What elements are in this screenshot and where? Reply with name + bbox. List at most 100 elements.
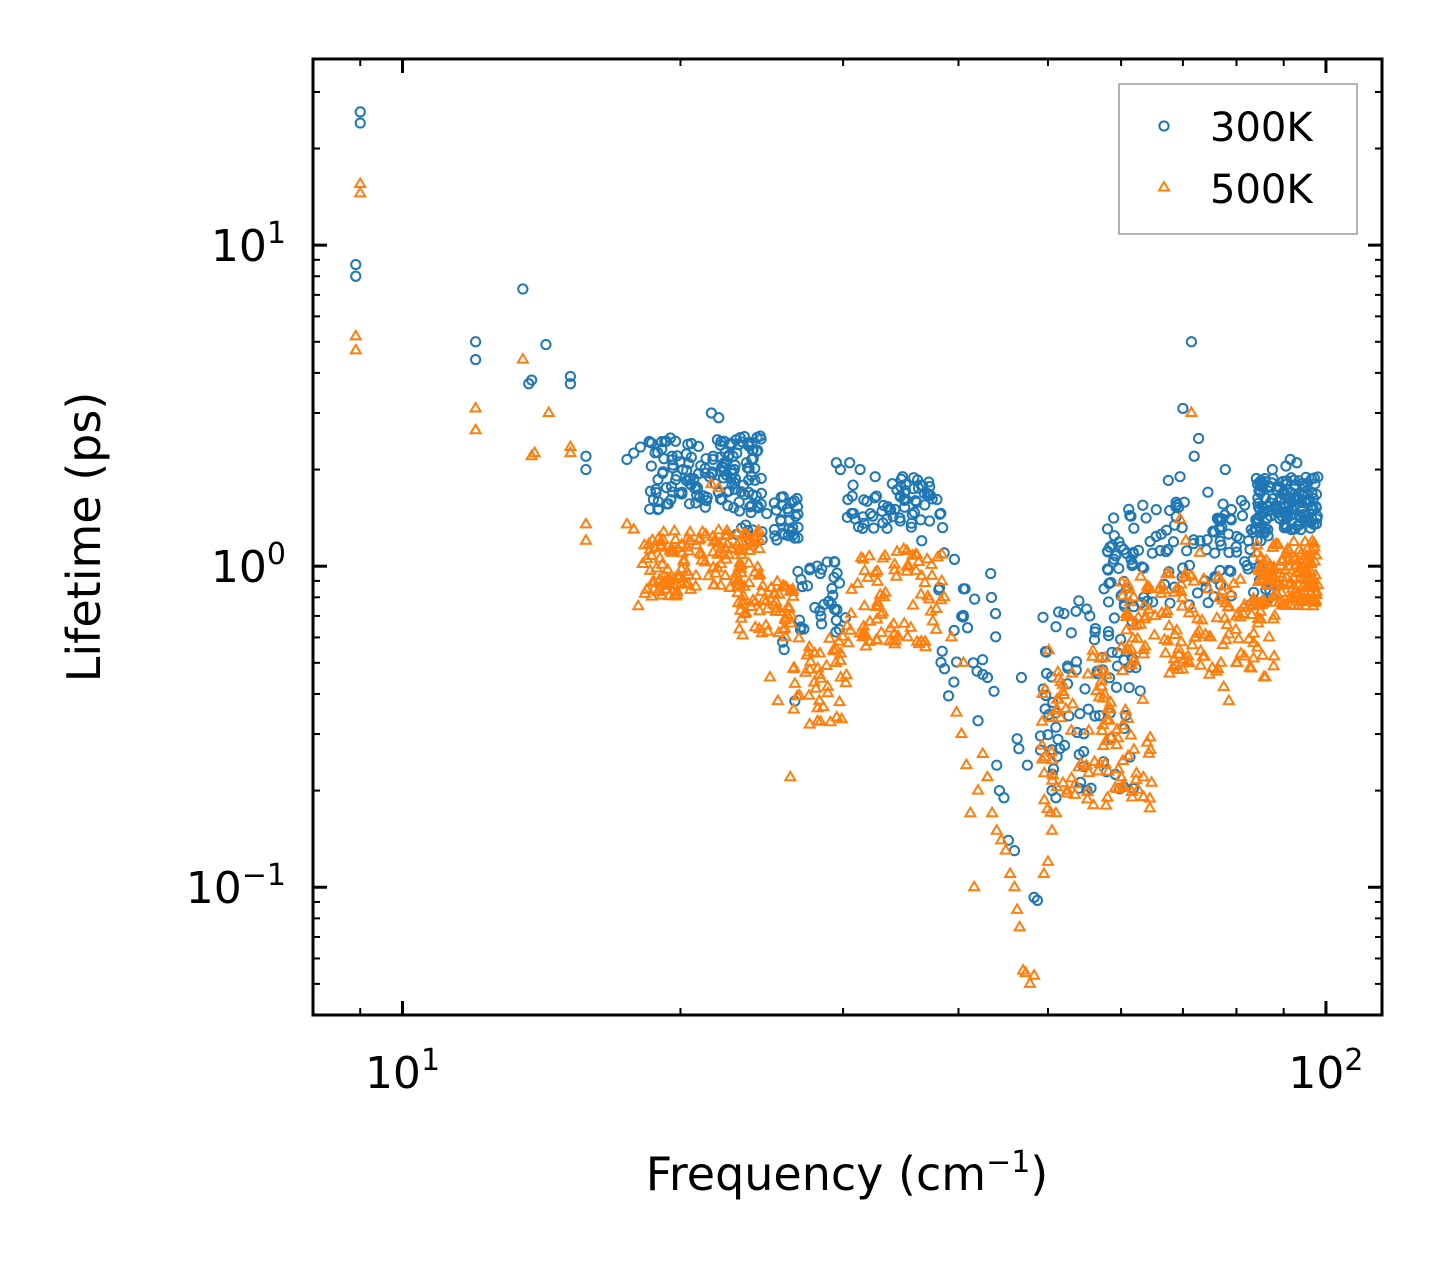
point-500k: [541, 405, 556, 418]
point-500k: [683, 582, 698, 594]
point-500k: [631, 598, 645, 611]
point-300k: [692, 468, 705, 480]
point-500k: [1095, 723, 1109, 736]
point-500k: [914, 568, 929, 580]
point-500k: [752, 621, 767, 634]
point-300k: [1079, 683, 1091, 695]
point-300k: [1202, 486, 1214, 498]
point-300k: [711, 434, 723, 446]
point-500k: [785, 581, 800, 594]
point-500k: [718, 568, 733, 581]
point-500k: [1080, 791, 1095, 804]
point-500k: [768, 587, 782, 599]
point-500k: [711, 480, 726, 493]
point-300k: [751, 445, 763, 458]
point-300k: [1267, 472, 1279, 485]
point-300k: [750, 490, 762, 502]
point-500k: [689, 537, 704, 550]
point-500k: [822, 631, 837, 643]
point-300k: [826, 582, 838, 595]
point-300k: [1070, 605, 1082, 617]
point-300k: [1073, 748, 1085, 761]
point-500k: [1290, 585, 1305, 597]
point-500k: [1298, 534, 1312, 547]
point-300k: [1236, 510, 1249, 522]
point-300k: [998, 792, 1010, 804]
point-500k: [1214, 655, 1228, 667]
point-300k: [1312, 471, 1324, 483]
point-300k: [1088, 634, 1101, 646]
point-300k: [662, 498, 675, 510]
point-300k: [861, 495, 873, 507]
point-500k: [1300, 566, 1314, 579]
point-500k: [1305, 533, 1320, 546]
point-300k: [989, 608, 1002, 620]
point-300k: [1140, 512, 1152, 524]
point-300k: [715, 451, 727, 463]
point-500k: [516, 352, 530, 364]
point-500k: [783, 769, 798, 782]
point-500k: [900, 629, 915, 642]
point-500k: [1127, 742, 1141, 754]
point-500k: [1109, 737, 1124, 750]
point-300k: [1120, 709, 1132, 722]
point-500k: [844, 582, 859, 594]
point-500k: [801, 644, 816, 657]
point-300k: [1108, 612, 1120, 624]
point-500k: [863, 614, 877, 626]
legend-label-300k: 300K: [1210, 105, 1314, 151]
point-500k: [1230, 655, 1245, 668]
point-500k: [1143, 791, 1157, 803]
point-500k: [1037, 792, 1052, 805]
x-tick-label: 102: [1288, 1043, 1363, 1099]
point-500k: [1169, 622, 1184, 635]
point-300k: [898, 501, 911, 513]
point-300k: [580, 463, 592, 476]
point-300k: [895, 473, 907, 485]
point-500k: [1098, 756, 1112, 768]
point-500k: [857, 628, 871, 640]
point-300k: [1123, 681, 1135, 694]
point-500k: [832, 694, 847, 707]
point-500k: [665, 541, 679, 553]
point-500k: [745, 536, 760, 548]
point-500k: [710, 547, 725, 559]
point-500k: [527, 445, 542, 458]
point-500k: [713, 545, 727, 558]
point-300k: [1239, 556, 1251, 568]
point-500k: [734, 611, 749, 623]
point-500k: [802, 639, 817, 652]
point-300k: [722, 500, 734, 512]
point-300k: [1039, 646, 1052, 658]
point-300k: [751, 431, 763, 444]
point-300k: [1291, 457, 1303, 469]
point-500k: [956, 655, 971, 667]
point-500k: [757, 592, 771, 605]
point-500k: [1119, 582, 1134, 594]
point-300k: [1216, 521, 1228, 533]
point-500k: [1275, 552, 1290, 564]
point-500k: [1068, 776, 1083, 789]
point-500k: [1042, 710, 1057, 723]
point-300k: [796, 581, 808, 593]
point-500k: [1010, 902, 1024, 914]
point-300k: [923, 489, 936, 501]
point-500k: [698, 554, 712, 567]
legend: 300K 500K: [1118, 83, 1358, 235]
point-500k: [731, 595, 746, 608]
point-300k: [752, 500, 764, 512]
point-300k: [1058, 607, 1070, 620]
point-300k: [749, 474, 761, 486]
x-tick-label: 101: [365, 1043, 440, 1099]
point-500k: [857, 624, 871, 636]
point-500k: [723, 580, 737, 593]
point-500k: [980, 769, 995, 782]
point-500k: [639, 582, 654, 594]
point-500k: [810, 713, 825, 726]
point-500k: [935, 573, 949, 586]
point-500k: [731, 585, 745, 598]
point-500k: [1051, 664, 1065, 677]
point-300k: [1065, 627, 1077, 639]
point-300k: [1289, 491, 1301, 504]
point-500k: [665, 544, 679, 556]
